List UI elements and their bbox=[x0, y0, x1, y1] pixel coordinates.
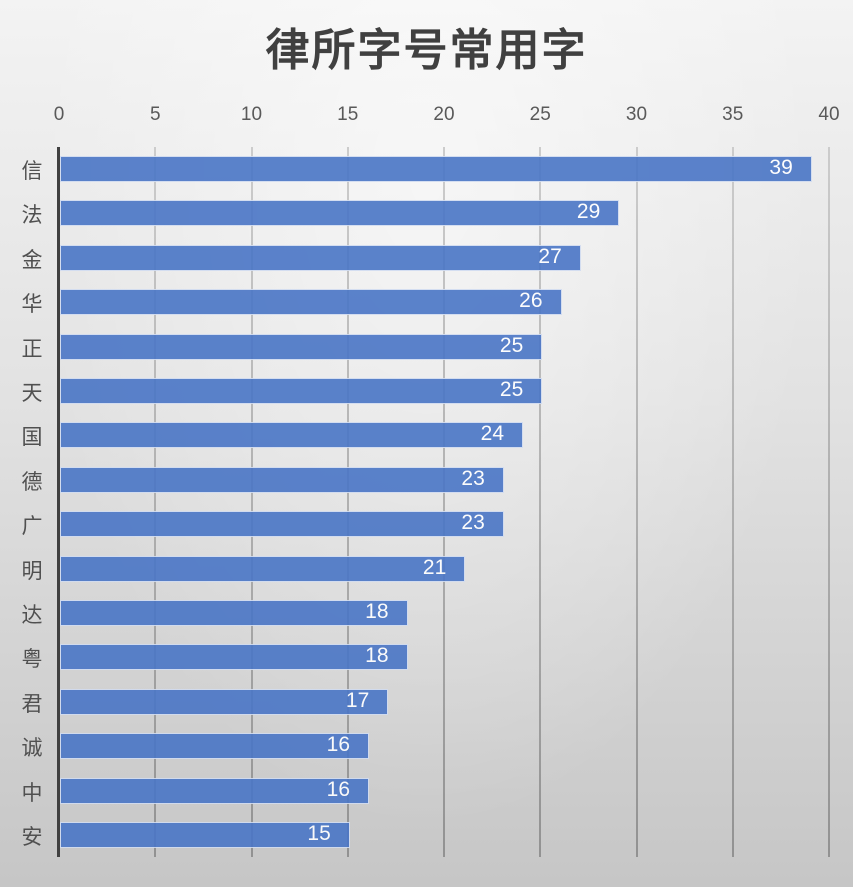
category-label: 天 bbox=[21, 381, 43, 405]
bar[interactable]: 16 bbox=[60, 777, 369, 804]
bar[interactable]: 18 bbox=[60, 644, 408, 671]
x-tick-label: 0 bbox=[53, 104, 65, 125]
bar-value-label: 25 bbox=[499, 333, 524, 357]
category-label: 法 bbox=[21, 203, 43, 228]
bar-value-label: 17 bbox=[345, 688, 370, 712]
bar-value-label: 23 bbox=[461, 466, 485, 490]
x-tick-label: 35 bbox=[722, 104, 744, 125]
category-label: 广 bbox=[21, 514, 43, 539]
gridline bbox=[250, 147, 253, 857]
gridline bbox=[828, 147, 830, 857]
x-tick-label: 15 bbox=[337, 104, 359, 125]
x-tick-label: 25 bbox=[529, 104, 551, 125]
gridline bbox=[539, 147, 542, 857]
chart-title: 律所字号常用字 bbox=[265, 25, 588, 76]
category-label: 德 bbox=[21, 469, 43, 494]
bar[interactable]: 23 bbox=[60, 511, 504, 538]
bar[interactable]: 24 bbox=[60, 422, 523, 449]
bar-value-label: 16 bbox=[326, 733, 350, 757]
bar-value-label: 39 bbox=[769, 156, 793, 179]
category-label: 正 bbox=[21, 336, 43, 361]
x-tick-label: 40 bbox=[818, 104, 840, 125]
bar[interactable]: 25 bbox=[60, 378, 543, 404]
category-label: 君 bbox=[21, 691, 43, 716]
category-label: 中 bbox=[21, 780, 43, 805]
category-label: 诚 bbox=[21, 736, 43, 761]
bar[interactable]: 18 bbox=[60, 600, 408, 626]
x-tick-label: 5 bbox=[149, 104, 161, 125]
bar-value-label: 24 bbox=[480, 422, 504, 446]
bar-value-label: 16 bbox=[326, 777, 350, 801]
gridline bbox=[635, 147, 638, 857]
bar[interactable]: 27 bbox=[60, 244, 581, 271]
bar-value-label: 18 bbox=[365, 600, 389, 623]
bar-value-label: 23 bbox=[461, 511, 485, 535]
category-label: 明 bbox=[21, 558, 43, 583]
gridline bbox=[731, 147, 734, 857]
bar[interactable]: 25 bbox=[60, 333, 543, 360]
bar[interactable]: 16 bbox=[60, 733, 369, 760]
bar-value-label: 29 bbox=[576, 200, 601, 224]
category-label: 粤 bbox=[21, 647, 43, 672]
x-tick-label: 20 bbox=[433, 104, 455, 125]
bar[interactable]: 29 bbox=[60, 200, 620, 227]
category-label: 达 bbox=[21, 603, 43, 627]
bar-value-label: 26 bbox=[519, 289, 543, 313]
gridline bbox=[154, 147, 157, 857]
x-tick-label: 10 bbox=[240, 104, 263, 125]
category-label: 国 bbox=[21, 425, 43, 450]
category-label: 华 bbox=[21, 292, 43, 317]
bar[interactable]: 15 bbox=[60, 822, 350, 848]
bar-value-label: 27 bbox=[538, 244, 562, 268]
gridline bbox=[443, 147, 445, 857]
bar[interactable]: 26 bbox=[60, 289, 562, 316]
bar[interactable]: 21 bbox=[60, 555, 466, 582]
bar-value-label: 15 bbox=[307, 822, 331, 845]
bar-value-label: 25 bbox=[499, 378, 524, 401]
category-label: 金 bbox=[21, 247, 43, 272]
bar[interactable]: 39 bbox=[60, 156, 812, 182]
x-tick-label: 30 bbox=[625, 104, 648, 125]
bar-value-label: 21 bbox=[422, 555, 447, 579]
category-label: 信 bbox=[21, 159, 43, 183]
bar-value-label: 18 bbox=[365, 644, 389, 668]
category-label: 安 bbox=[21, 825, 43, 849]
y-axis-line bbox=[57, 147, 60, 857]
gridline bbox=[346, 147, 349, 857]
bar[interactable]: 17 bbox=[60, 688, 389, 715]
bar[interactable]: 23 bbox=[60, 466, 504, 493]
